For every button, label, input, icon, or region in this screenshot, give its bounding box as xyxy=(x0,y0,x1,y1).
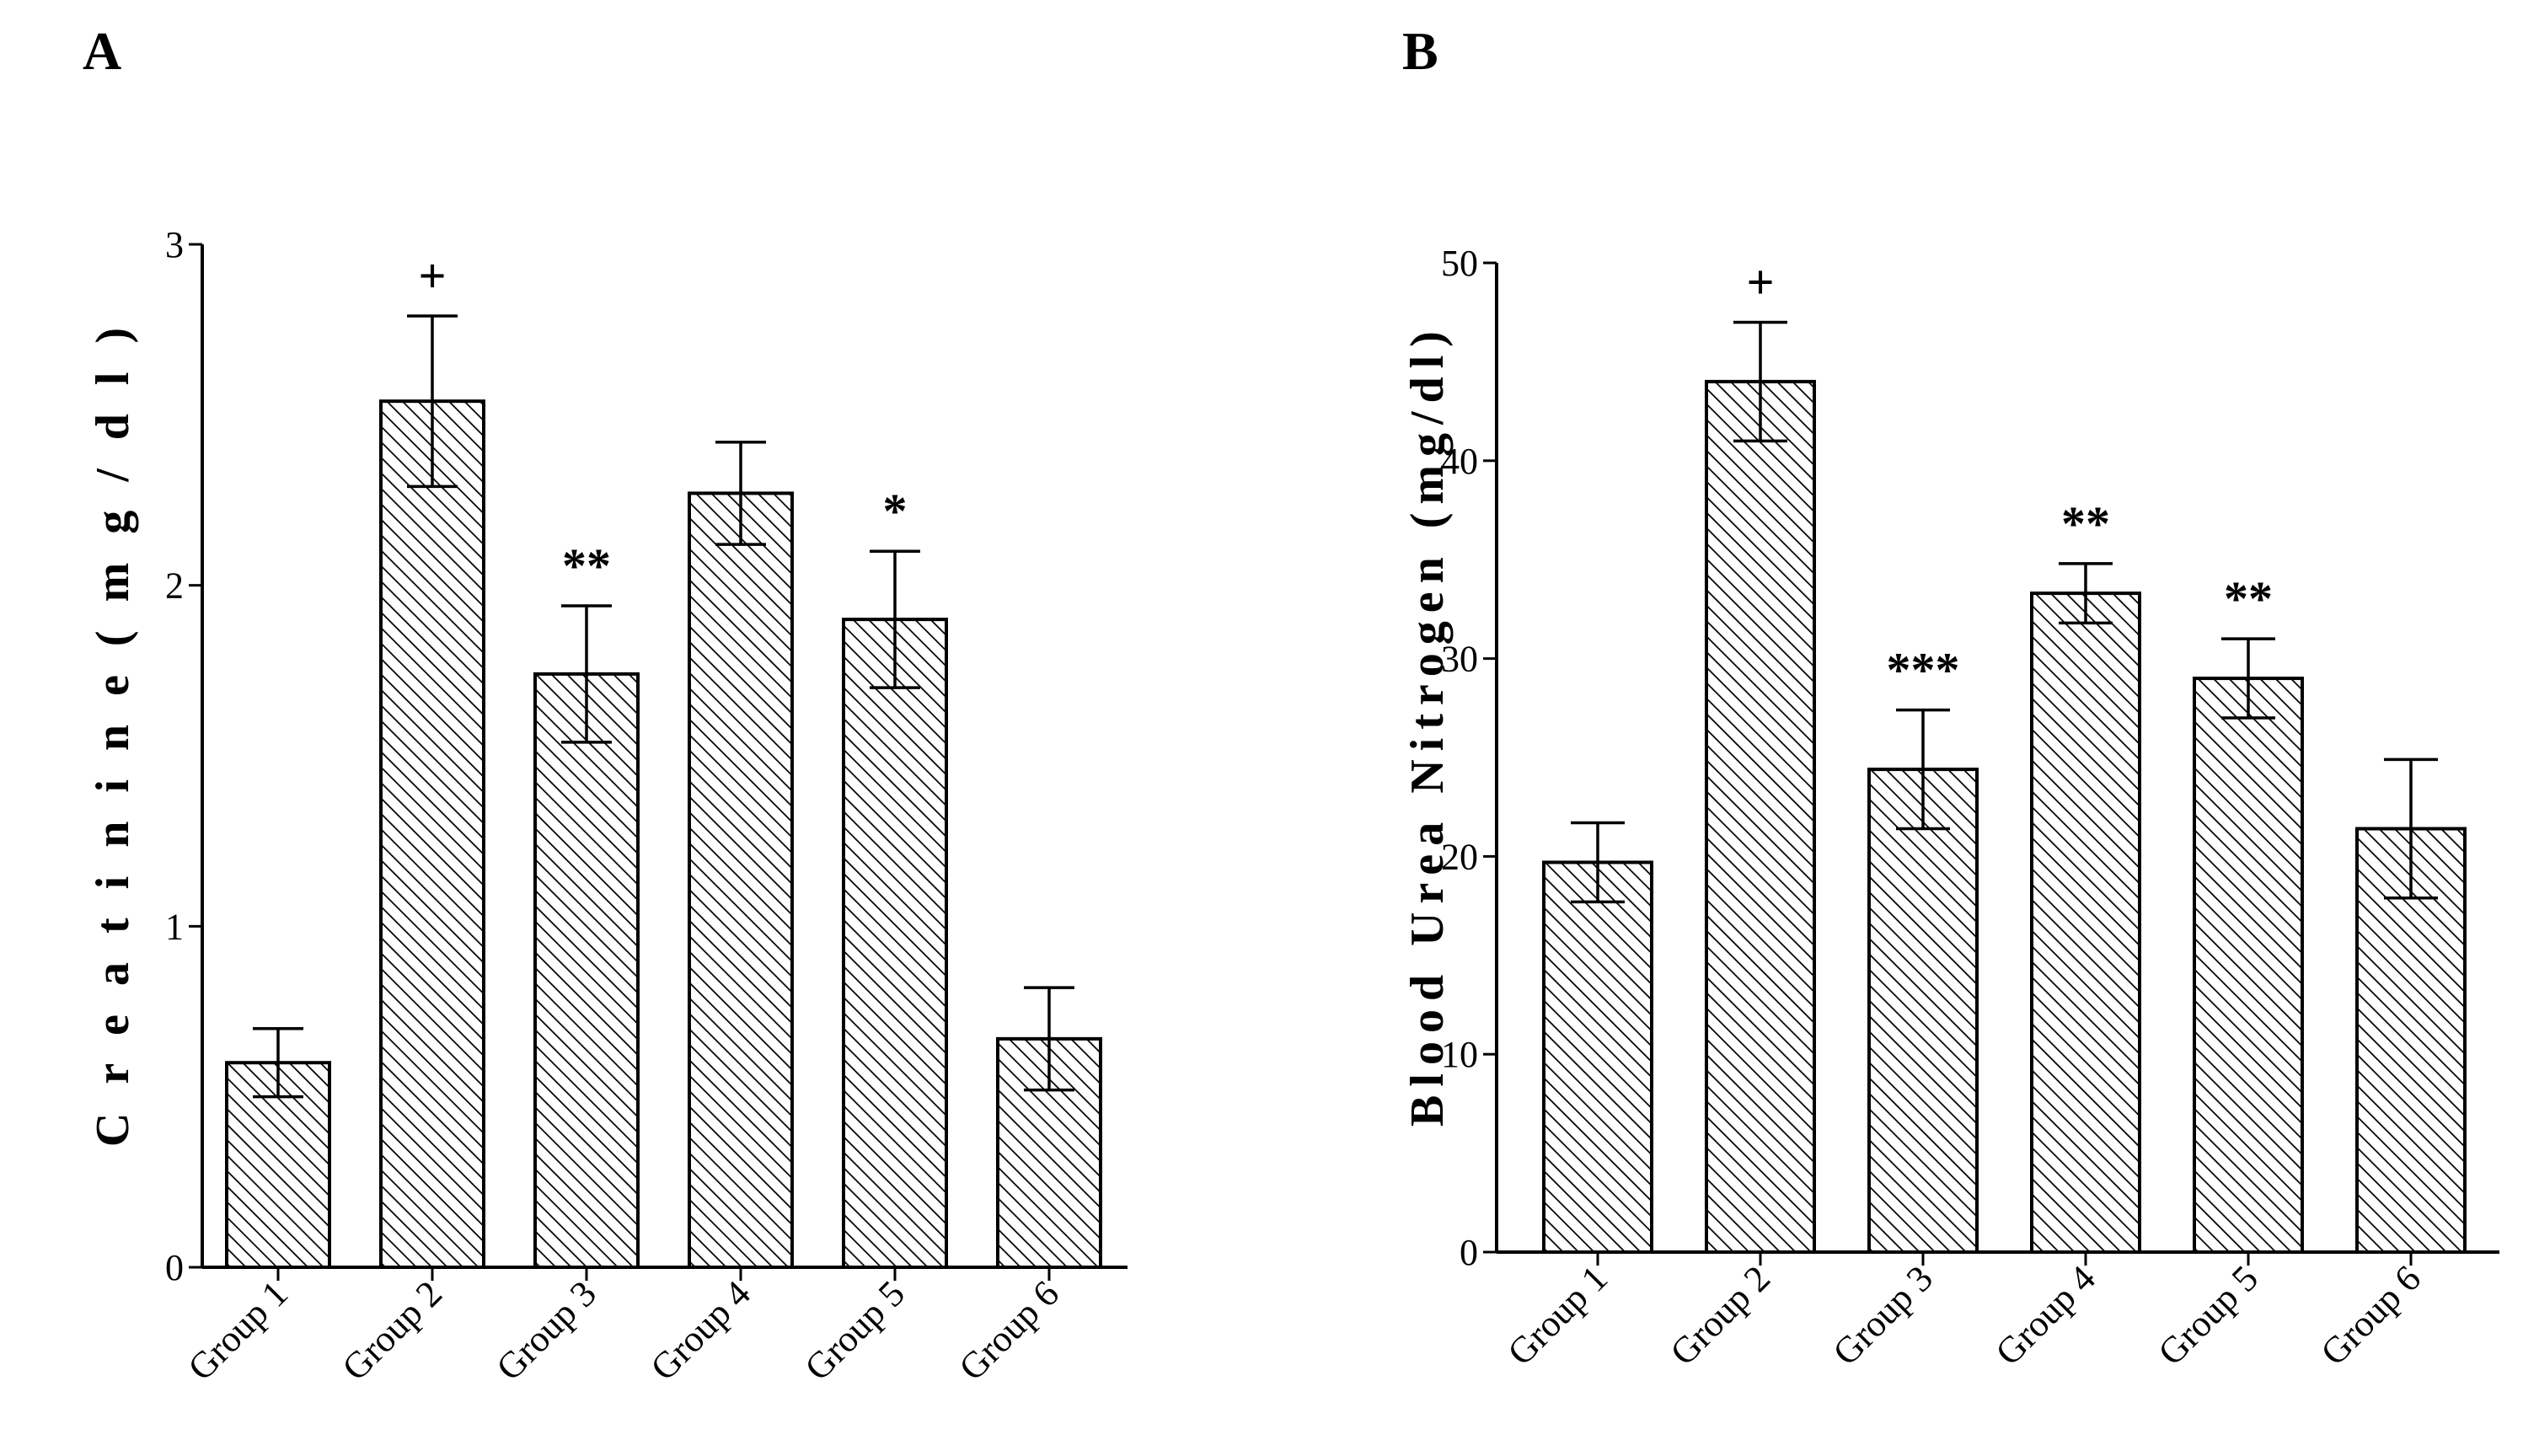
y-axis-label-a: C r e a t i n i n e ( m g / d l ) xyxy=(87,319,139,1147)
significance-label-b-4: ** xyxy=(2061,496,2110,551)
bar-b-1 xyxy=(1542,860,1653,1254)
bar-b-5 xyxy=(2193,677,2304,1254)
bar-a-5 xyxy=(842,618,948,1269)
y-tick-label-a-0: 0 xyxy=(165,1247,184,1288)
y-tick-label-b-2: 20 xyxy=(1441,836,1478,877)
category-label-a-2: Group 2 xyxy=(335,1272,450,1388)
y-tick-label-b-0: 0 xyxy=(1460,1232,1478,1273)
y-tick-label-a-2: 2 xyxy=(165,565,184,607)
significance-label-b-5: ** xyxy=(2224,571,2273,626)
error-bar-a-4 xyxy=(715,440,766,546)
error-bar-a-3 xyxy=(561,604,612,744)
error-bar-b-5 xyxy=(2221,637,2275,720)
y-tick-label-a-1: 1 xyxy=(165,906,184,947)
chart-a: 0 1 2 3 Group 1 Group 2 + Group 3 ** Group 4 Group… xyxy=(165,224,1128,1389)
y-tick-label-b-4: 40 xyxy=(1441,441,1478,482)
significance-label-b-3: *** xyxy=(1887,643,1960,698)
category-label-b-6: Group 6 xyxy=(2313,1257,2429,1373)
category-label-a-6: Group 6 xyxy=(951,1272,1067,1388)
category-label-b-5: Group 5 xyxy=(2151,1257,2266,1373)
bar-a-4 xyxy=(688,491,794,1269)
category-label-a-3: Group 3 xyxy=(489,1272,604,1388)
bar-a-2 xyxy=(379,399,485,1270)
error-bar-b-1 xyxy=(1571,821,1625,904)
error-bar-b-6 xyxy=(2384,757,2438,900)
bar-b-2 xyxy=(1705,379,1816,1254)
panel-letter-b: B xyxy=(1402,21,1438,81)
category-label-b-2: Group 2 xyxy=(1663,1257,1778,1373)
y-tick-label-a-3: 3 xyxy=(165,224,184,265)
y-tick-label-b-3: 30 xyxy=(1441,639,1478,680)
chart-b: 0 10 20 30 40 50 Group 1 Group 2 + Group 3 *** Grou… xyxy=(1441,243,2499,1373)
y-tick-label-b-5: 50 xyxy=(1441,243,1478,284)
category-label-a-4: Group 4 xyxy=(643,1272,758,1388)
panel-letter-a: A xyxy=(83,21,121,81)
category-label-b-4: Group 4 xyxy=(1988,1257,2103,1373)
error-bar-b-4 xyxy=(2059,562,2113,625)
error-bar-a-5 xyxy=(870,549,920,689)
category-label-b-3: Group 3 xyxy=(1825,1257,1941,1373)
significance-label-a-2: + xyxy=(418,249,446,303)
bar-b-4 xyxy=(2030,592,2141,1254)
significance-label-a-3: ** xyxy=(562,538,611,593)
significance-label-a-5: * xyxy=(883,484,908,538)
error-bar-b-2 xyxy=(1733,320,1787,443)
error-bar-a-1 xyxy=(253,1026,303,1099)
significance-label-b-2: + xyxy=(1746,254,1774,309)
error-bar-a-2 xyxy=(407,314,458,489)
y-axis-label-b: Blood Urea Nitrogen (mg/dl) xyxy=(1401,323,1454,1127)
bar-a-3 xyxy=(533,672,640,1269)
error-bar-a-6 xyxy=(1024,986,1074,1092)
category-label-a-1: Group 1 xyxy=(180,1272,296,1388)
error-bar-b-3 xyxy=(1896,708,1950,831)
y-tick-label-b-1: 10 xyxy=(1441,1034,1478,1075)
category-label-b-1: Group 1 xyxy=(1500,1257,1615,1373)
category-label-a-5: Group 5 xyxy=(797,1272,913,1388)
bar-b-3 xyxy=(1867,768,1979,1254)
